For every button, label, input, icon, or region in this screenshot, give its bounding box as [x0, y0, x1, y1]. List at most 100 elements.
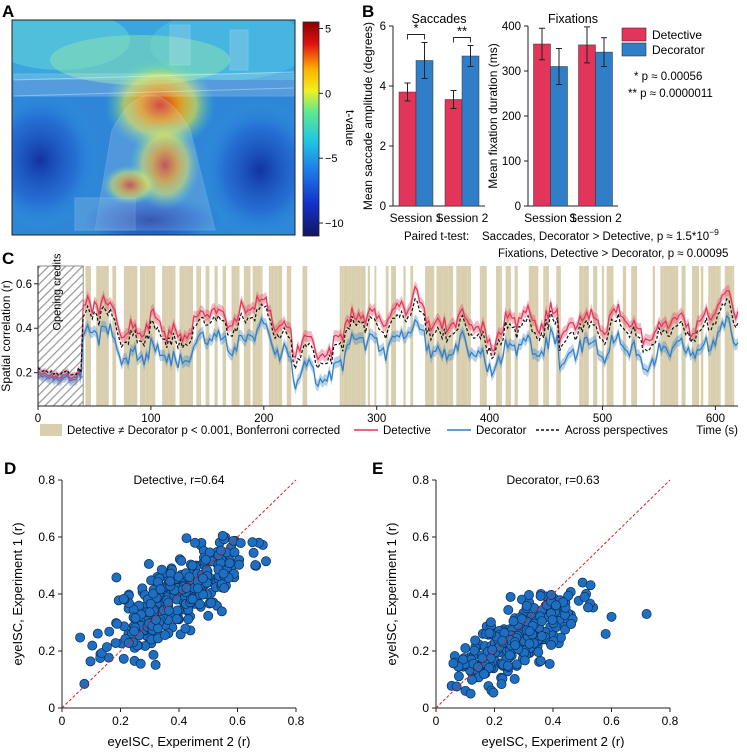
x-tick-label: 0.6: [603, 714, 620, 728]
significance-shading: [185, 266, 188, 406]
significance-shading: [96, 266, 102, 406]
y-tick-label: 0: [515, 201, 521, 213]
x-tick-label: 0.8: [662, 714, 679, 728]
y-tick-label: 0: [48, 701, 55, 715]
y-tick-label: 0.6: [38, 530, 55, 544]
detective-line: [37, 285, 739, 379]
significance-marker: *: [413, 21, 418, 36]
y-tick-label: 200: [502, 111, 521, 123]
significance-shading: [545, 266, 549, 406]
data-point: [510, 640, 521, 651]
significance-shading: [85, 266, 91, 406]
data-point: [152, 623, 163, 634]
significance-shading: [467, 266, 471, 406]
x-axis-label: Time (s): [696, 425, 738, 437]
significance-shading: [351, 266, 357, 406]
significance-shading: [579, 266, 584, 406]
decorator-band: [38, 310, 738, 395]
data-point: [470, 635, 481, 646]
data-point: [181, 533, 192, 544]
data-point: [111, 572, 122, 583]
significance-shading: [199, 266, 202, 406]
y-tick-label: 0.4: [16, 323, 33, 335]
data-point: [75, 632, 86, 643]
spatial-correlation-line-chart: Opening credits 0.2 0.4 0.6 0 100 200 300 400 500…: [0, 253, 739, 437]
colorbar-tick-label: −5: [325, 153, 338, 165]
data-point: [192, 583, 203, 594]
data-point: [536, 631, 547, 642]
significance-shading: [724, 266, 731, 406]
data-point: [579, 591, 590, 602]
significance-shading: [151, 266, 156, 406]
data-point: [606, 611, 617, 622]
y-tick-label: 0.4: [38, 587, 55, 601]
significance-shading: [205, 266, 210, 406]
y-tick-label: 0.2: [38, 644, 55, 658]
y-tick-label: 2: [380, 141, 386, 153]
data-point: [448, 658, 459, 669]
data-point: [200, 554, 211, 565]
data-point: [451, 681, 462, 692]
decorator-line: [37, 314, 739, 390]
fixations-bar-chart: 0 100 200 300 400 Fixations Mean fixation dura…: [486, 12, 622, 225]
chart-title: Saccades: [412, 12, 467, 26]
significance-shading: [716, 266, 720, 406]
significance-shading: [274, 266, 278, 406]
across-perspectives-line: [37, 297, 739, 376]
data-point: [143, 559, 154, 569]
significance-shading: [601, 266, 604, 406]
decorator-scatter-plot: 0 0.2 0.4 0.6 0.8 0 0.2 0.4 0.6 0.8 eyeISC, Experi…: [384, 473, 679, 749]
data-point: [458, 654, 469, 665]
x-tick-label: 0.8: [288, 714, 305, 728]
significance-shading: [348, 266, 352, 406]
significance-shading: [681, 266, 686, 406]
data-point: [183, 614, 194, 625]
significance-shading: [456, 266, 462, 406]
category-label: Session 2: [436, 211, 489, 225]
x-tick-label: 0: [35, 413, 41, 425]
significance-note-1: * p ≈ 0.00056: [634, 71, 702, 83]
y-tick-label: 0.6: [16, 279, 32, 291]
significance-shading: [222, 266, 227, 406]
data-point: [488, 687, 499, 698]
category-label: Session 2: [569, 211, 622, 225]
significance-shading: [268, 266, 272, 406]
stats-line-1: Saccades, Decorator > Detective, p ≈ 1.5…: [482, 227, 719, 243]
significance-shading: [112, 266, 117, 406]
chart-title: Fixations: [548, 12, 598, 26]
y-tick-label: 0.4: [412, 587, 429, 601]
detective-band: [38, 281, 738, 384]
x-tick-label: 0: [433, 714, 440, 728]
significance-shading: [436, 266, 443, 406]
legend-label-detective: Detective: [652, 28, 702, 42]
y-tick-label: 0.8: [412, 473, 429, 487]
significance-shading: [425, 266, 431, 406]
data-point: [194, 599, 205, 610]
y-tick-label: 0: [422, 701, 429, 715]
colorbar: 5 0 −5 −10: [302, 21, 344, 237]
legend-swatch-decorator: [621, 42, 647, 57]
significance-shading: [500, 266, 502, 406]
data-point: [487, 644, 498, 655]
significance-shading: [243, 266, 246, 406]
legend-label-detective: Detective: [383, 425, 431, 437]
significance-shading: [356, 266, 361, 406]
x-tick-label: 0.6: [229, 714, 246, 728]
significance-shading: [700, 266, 704, 406]
data-point: [485, 617, 496, 628]
panel-label-c: C: [2, 249, 14, 268]
significance-shading: [708, 266, 711, 406]
data-point: [197, 573, 208, 584]
y-tick-label: 0.6: [412, 530, 429, 544]
significance-shading: [410, 266, 414, 406]
data-point: [641, 609, 652, 619]
data-point: [187, 560, 198, 571]
identity-line: [61, 479, 297, 709]
data-point: [172, 605, 183, 616]
significance-shading: [528, 266, 535, 406]
significance-shading: [101, 266, 104, 406]
data-point: [181, 583, 192, 593]
panel-label-b: B: [362, 2, 374, 21]
colorbar-tick-label: 0: [325, 88, 331, 100]
data-point: [104, 626, 115, 637]
